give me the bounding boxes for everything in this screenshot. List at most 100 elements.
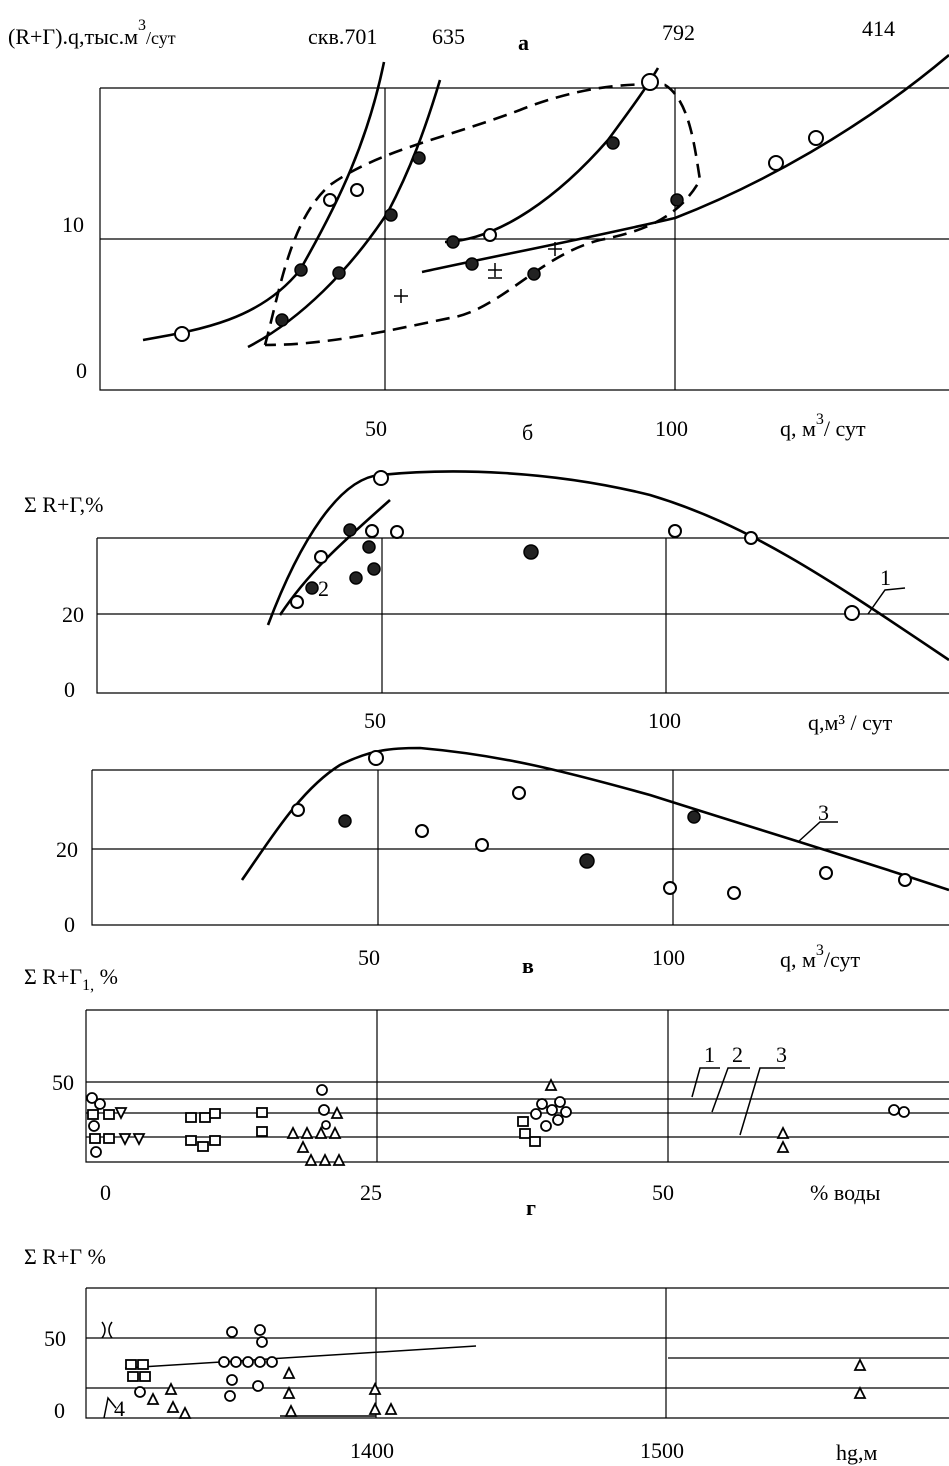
panel-a-xlabel: q, м3/ сут bbox=[780, 411, 866, 441]
panel-h-marker bbox=[134, 1386, 146, 1398]
panel-a-letter: а bbox=[518, 30, 529, 55]
panel-v-point bbox=[338, 814, 352, 828]
panel-h-cluster-left: 4 bbox=[101, 1321, 192, 1421]
panel-b-ytick-0: 0 bbox=[64, 677, 75, 702]
panel-b-ytick-20: 20 bbox=[62, 602, 84, 627]
curve-well-701 bbox=[142, 61, 386, 342]
panel-a-plus-marker bbox=[548, 242, 562, 256]
curve-label-g-1: 1 bbox=[704, 1042, 715, 1067]
panel-g-marker bbox=[103, 1109, 115, 1120]
curve-1-leader bbox=[867, 587, 906, 615]
panel-h-marker bbox=[256, 1336, 268, 1348]
panel-g-marker bbox=[318, 1152, 332, 1166]
panel-b-point bbox=[744, 531, 758, 545]
panel-b-ylabel: Σ R+Г,% bbox=[24, 492, 103, 517]
panel-h-marker bbox=[242, 1356, 254, 1368]
panel-h-marker bbox=[853, 1385, 867, 1399]
panel-g-marker bbox=[114, 1107, 128, 1121]
panel-v: 20 0 50 100 q, м3/сут в 3 bbox=[56, 746, 949, 978]
panel-b-point bbox=[844, 605, 860, 621]
panel-h-marker-4: 4 bbox=[114, 1396, 125, 1421]
panel-b-letter: б bbox=[522, 420, 533, 445]
panel-a-point bbox=[174, 326, 190, 342]
panel-v-xtick-100: 100 bbox=[652, 945, 685, 970]
panel-g-marker bbox=[888, 1104, 900, 1116]
panel-g-cluster-0 bbox=[86, 1092, 146, 1158]
panel-h-marker bbox=[282, 1365, 296, 1379]
panel-g-cluster-20 bbox=[286, 1084, 346, 1166]
panel-v-point bbox=[663, 881, 677, 895]
panel-a-point bbox=[670, 193, 684, 207]
panel-g-ytick-50: 50 bbox=[52, 1070, 74, 1095]
panel-g-marker bbox=[314, 1125, 328, 1139]
panel-g-xtick-25: 25 bbox=[360, 1180, 382, 1205]
panel-g-marker bbox=[560, 1106, 572, 1118]
panel-v-point bbox=[898, 873, 912, 887]
panel-h-marker bbox=[254, 1356, 266, 1368]
panel-g-xtick-0: 0 bbox=[100, 1180, 111, 1205]
curve-label-1: 1 bbox=[880, 565, 891, 590]
panel-g-marker bbox=[89, 1133, 101, 1144]
panel-a-plus-marker bbox=[488, 263, 502, 279]
panel-g-marker bbox=[536, 1098, 548, 1110]
well-label-414: 414 bbox=[862, 16, 895, 41]
panel-h-ytick-50: 50 bbox=[44, 1326, 66, 1351]
panel-g-marker bbox=[318, 1104, 330, 1116]
panel-h-marker bbox=[252, 1380, 264, 1392]
panel-g-marker bbox=[256, 1107, 268, 1118]
panel-b-point bbox=[349, 571, 363, 585]
panel-v-point bbox=[727, 886, 741, 900]
envelope-dashed-contour bbox=[263, 83, 702, 347]
panel-v-point bbox=[368, 750, 384, 766]
curve-3-leader-g bbox=[739, 1067, 785, 1136]
panel-h-marker bbox=[101, 1321, 113, 1339]
well-label-635: 635 bbox=[432, 24, 465, 49]
panel-g-marker bbox=[898, 1106, 910, 1118]
panel-h-marker bbox=[226, 1326, 238, 1338]
panel-v-axes bbox=[91, 770, 949, 926]
panel-b-xtick-100: 100 bbox=[648, 708, 681, 733]
panel-a-axes bbox=[99, 88, 949, 391]
panel-b-point bbox=[365, 524, 379, 538]
panel-g-marker bbox=[316, 1084, 328, 1096]
panel-a-point bbox=[465, 257, 479, 271]
panel-g-marker bbox=[540, 1120, 552, 1132]
panel-g-marker bbox=[87, 1109, 99, 1120]
panel-g-marker bbox=[185, 1135, 197, 1146]
panel-a-point bbox=[323, 193, 337, 207]
panel-g-axes bbox=[85, 1010, 949, 1163]
panel-v-point bbox=[819, 866, 833, 880]
panel-h-marker bbox=[226, 1374, 238, 1386]
panel-a-point bbox=[294, 263, 308, 277]
panel-g-marker bbox=[519, 1128, 531, 1139]
panel-a-ytick-10: 10 bbox=[62, 212, 84, 237]
curve-1 bbox=[266, 470, 949, 662]
curve-label-3: 3 bbox=[818, 800, 829, 825]
panel-v-letter: в bbox=[522, 953, 534, 978]
panel-g-marker bbox=[256, 1126, 268, 1137]
curve-well-635 bbox=[247, 79, 442, 349]
panel-g: Σ R+Г1, % 50 0 25 50 % воды г 1 2 3 bbox=[24, 964, 949, 1220]
panel-h-marker bbox=[384, 1401, 398, 1415]
well-label-701: скв.701 bbox=[308, 24, 377, 49]
panel-g-marker bbox=[554, 1096, 566, 1108]
panel-h-marker bbox=[254, 1324, 266, 1336]
panel-g-marker bbox=[300, 1125, 314, 1139]
panel-a-point bbox=[384, 208, 398, 222]
panel-b-point bbox=[290, 595, 304, 609]
panel-h-xtick-1500: 1500 bbox=[640, 1438, 684, 1463]
curve-label-2: 2 bbox=[318, 576, 329, 601]
panel-g-marker bbox=[304, 1152, 318, 1166]
panel-a-point bbox=[808, 130, 824, 146]
panel-h-marker bbox=[164, 1381, 178, 1395]
panel-a-xtick-100: 100 bbox=[655, 416, 688, 441]
panel-b-point bbox=[343, 523, 357, 537]
panel-g-xlabel: % воды bbox=[810, 1180, 881, 1205]
panel-g-marker bbox=[209, 1108, 221, 1119]
panel-h-marker bbox=[146, 1391, 160, 1405]
panel-g-marker bbox=[286, 1125, 300, 1139]
panel-h-marker bbox=[166, 1399, 180, 1413]
panel-h-axes bbox=[85, 1288, 949, 1419]
panel-g-marker bbox=[86, 1092, 98, 1104]
